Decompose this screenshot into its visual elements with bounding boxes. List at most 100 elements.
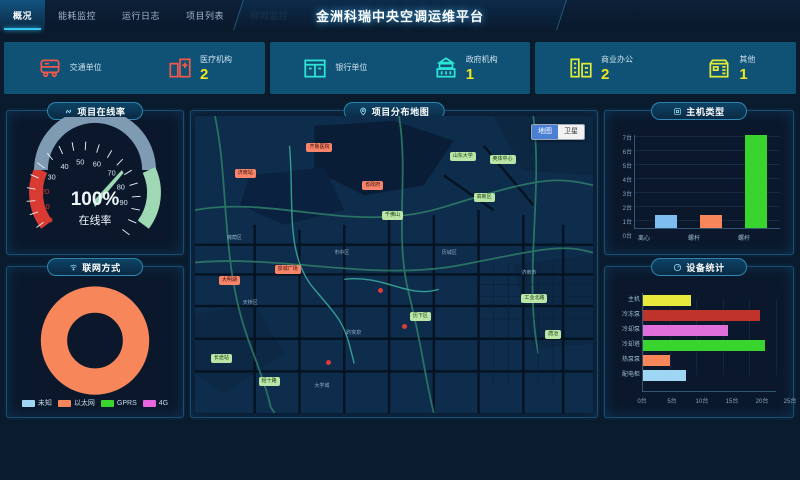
online-rate-sublabel: 在线率 [78,215,112,227]
device-cat-label: 热泵泵 [621,357,640,363]
host-ytick: 6台 [622,150,632,156]
stat-government-institution-value: 1 [465,66,475,83]
stat-card-group-1: 交通单位 医疗机构 2 [4,42,265,94]
map-marker[interactable]: 省政府 [362,181,384,191]
network-method-legend: 未知 以太网 GPRS 4G [16,398,174,408]
online-rate-panel-title: 项目在线率 [77,106,126,117]
map-dot-marker[interactable] [326,359,332,365]
host-ytick: 3台 [622,192,632,198]
map-toggle-satellite[interactable]: 卫星 [558,125,584,139]
device-cat-label: 冷却泵 [621,327,640,333]
gauge-tick-90: 90 [119,198,127,207]
host-type-panel-header: 主机类型 [651,102,747,120]
stat-commercial-office[interactable]: 商业办公 2 [535,42,665,94]
device-xtick: 5台 [667,399,677,405]
host-cat-label: 离心 [637,236,650,242]
office-icon [570,58,592,78]
device-plot-area: 主机 冷冻泵 冷却泵 冷却塔 热泵泵 配电柜 [622,293,777,392]
device-xtick: 25台 [783,399,797,405]
tab-operation-log-label: 运行日志 [122,10,161,21]
online-rate-panel-body: 0 10 20 30 40 50 60 70 80 90 100% 在线率 [12,109,178,249]
chip-icon [674,107,681,115]
map-label: 趵突泉 [346,329,362,336]
host-bar-screw-2[interactable] [745,135,768,228]
map-label: 市中区 [334,249,350,256]
stat-commercial-office-label: 商业办公 [601,55,634,64]
map-marker[interactable]: 大明湖 [218,276,240,286]
legend-item-4g[interactable]: 4G [142,399,168,407]
map-label: 槐荫区 [226,234,242,241]
stat-other[interactable]: 其他 1 [666,42,796,94]
legend-item-unknown[interactable]: 未知 [21,398,52,408]
stat-card-group-2: 银行单位 政府机构 1 [269,42,531,94]
legend-item-gprs[interactable]: GPRS [100,399,137,407]
device-xtick: 10台 [695,399,709,405]
device-bar-cooling-tower[interactable]: 冷却塔 [622,340,766,351]
device-bar-power-cabinet[interactable]: 配电柜 [622,370,686,381]
map-marker[interactable]: 千佛山 [382,211,404,221]
host-ytick: 4台 [622,178,632,184]
map-marker[interactable]: 泉城广场 [274,264,301,274]
map-marker[interactable]: 奥体中心 [489,154,516,164]
online-rate-panel: 项目在线率 [6,102,184,255]
stat-transport-unit[interactable]: 交通单位 [4,42,134,94]
gauge-tick-60: 60 [93,159,101,168]
map-marker[interactable]: 济南站 [234,169,256,179]
host-bar-screw-1[interactable] [700,214,723,228]
host-type-panel-title: 主机类型 [686,106,725,117]
device-cat-label: 主机 [627,297,640,303]
online-rate-gauge: 0 10 20 30 40 50 60 70 80 90 100% 在线率 [12,109,178,249]
device-bar-host[interactable]: 主机 [628,295,691,306]
legend-swatch-unknown [21,399,35,407]
stat-medical-institution-value: 2 [200,66,209,83]
map-marker[interactable]: 历下区 [409,312,431,322]
map-marker[interactable]: 工业北路 [521,294,548,304]
map-marker[interactable]: 经十路 [258,377,280,387]
map-dot-marker[interactable] [401,323,407,329]
tab-energy-monitoring[interactable]: 能耗监控 [45,0,109,30]
network-method-panel-body: 未知 以太网 GPRS 4G [12,273,178,412]
page-title: 金洲科瑞中央空调运维平台 [315,8,484,24]
gauge-svg: 0 10 20 30 40 50 60 70 80 90 [26,109,161,236]
legend-label-gprs: GPRS [116,399,137,407]
legend-item-ethernet[interactable]: 以太网 [57,398,95,408]
map-marker[interactable]: 山东大学 [449,151,476,161]
host-bar-centrifugal[interactable] [655,214,678,228]
stat-other-label: 其他 [739,55,756,64]
host-type-panel: 主机类型 7台 6台 5台 4台 3台 2台 1台 0台 离心 螺杆 [604,102,794,255]
other-building-icon [709,59,729,78]
legend-swatch-ethernet [57,399,71,407]
gauge-tick-30: 30 [48,172,56,181]
host-ytick: 5台 [622,164,632,170]
device-xtick: 20台 [755,399,769,405]
host-type-panel-body: 7台 6台 5台 4台 3台 2台 1台 0台 离心 螺杆 螺杆 [610,117,788,249]
map-type-toggle[interactable]: 地图 卫星 [531,124,585,140]
tab-project-list-label: 项目列表 [186,10,225,21]
stat-bank-unit[interactable]: 银行单位 [270,42,400,94]
map-marker[interactable]: 唐冶 [545,329,562,339]
tab-overview[interactable]: 概况 [0,0,46,30]
device-bar-chilled-pump[interactable]: 冷冻泵 [622,310,761,321]
device-bar-cooling-pump[interactable]: 冷却泵 [622,325,729,336]
stat-commercial-office-value: 2 [601,66,610,83]
legend-label-ethernet: 以太网 [73,400,95,407]
stat-government-institution[interactable]: 政府机构 1 [400,42,530,94]
government-icon [436,57,456,78]
map-canvas[interactable]: 济南站 齐鲁医院 大明湖 泉城广场 省政府 山东大学 奥体中心 高新区 千佛山 … [195,116,593,413]
host-type-chart: 7台 6台 5台 4台 3台 2台 1台 0台 离心 螺杆 螺杆 [616,131,782,245]
map-label: 天桥区 [242,300,258,307]
map-dot-marker[interactable] [378,288,384,294]
app-title-banner: 金洲科瑞中央空调运维平台 [233,0,567,30]
stat-medical-institution[interactable]: 医疗机构 2 [134,42,264,94]
tab-project-list[interactable]: 项目列表 [173,0,237,30]
map-marker[interactable]: 长途站 [210,353,232,363]
map-toggle-map[interactable]: 地图 [532,125,558,139]
map-marker[interactable]: 齐鲁医院 [306,142,333,152]
map-base-layer [195,116,593,413]
network-method-panel: 联网方式 未知 以太网 GPRS [6,258,184,418]
tab-operation-log[interactable]: 运行日志 [109,0,173,30]
gauge-icon [674,263,682,271]
device-bar-heat-pump[interactable]: 热泵泵 [622,355,670,366]
map-pin-icon [360,107,367,115]
map-marker[interactable]: 高新区 [473,193,495,203]
